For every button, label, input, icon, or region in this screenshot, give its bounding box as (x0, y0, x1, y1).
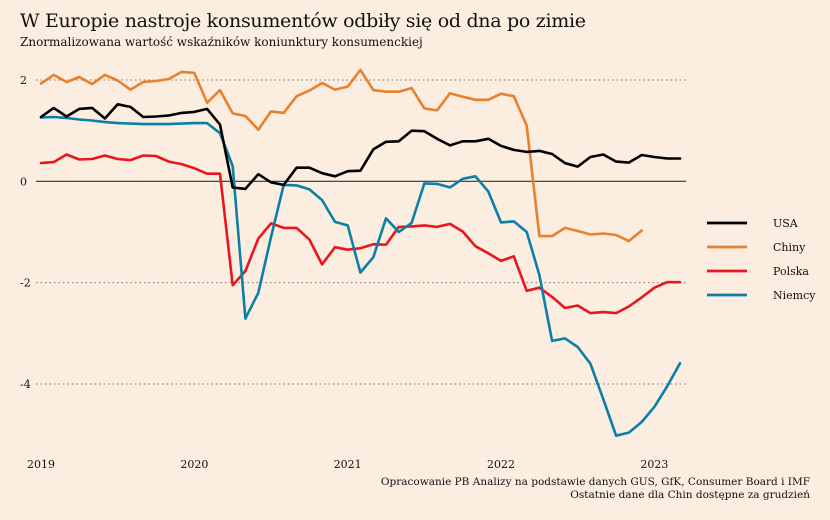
grid-lines (36, 79, 686, 385)
source-note: Opracowanie PB Analizy na podstawie dany… (381, 476, 810, 502)
source-line-1: Opracowanie PB Analizy na podstawie dany… (380, 476, 810, 488)
y-tick-label: 2 (20, 74, 27, 87)
x-tick-label: 2021 (334, 458, 362, 471)
x-tick-label: 2019 (27, 458, 55, 471)
x-tick-label: 2023 (640, 458, 668, 471)
series-lines (39, 68, 682, 438)
y-tick-label: -4 (20, 378, 31, 391)
legend-label: Niemcy (773, 289, 816, 302)
x-tick-label: 2022 (487, 458, 515, 471)
chart-subtitle: Znormalizowana wartość wskaźników koniun… (20, 35, 423, 49)
legend: USA Chiny Polska Niemcy (707, 217, 816, 302)
legend-label: USA (773, 217, 799, 230)
y-axis-ticks: 2 0 -2 -4 (20, 74, 31, 391)
series-line-polska (39, 153, 682, 315)
chart-title: W Europie nastroje konsumentów odbiły si… (20, 10, 586, 32)
series-line-usa (39, 103, 682, 191)
y-tick-label: 0 (20, 175, 27, 188)
source-line-2: Ostatnie dane dla Chin dostępne za grudz… (570, 489, 810, 501)
x-tick-label: 2020 (180, 458, 208, 471)
x-axis-ticks: 2019 2020 2021 2022 2023 (27, 458, 668, 471)
series-line-chiny (39, 68, 644, 243)
y-tick-label: -2 (20, 277, 31, 290)
legend-label: Polska (773, 265, 809, 278)
series-line-niemcy (39, 115, 682, 438)
legend-label: Chiny (773, 241, 806, 254)
